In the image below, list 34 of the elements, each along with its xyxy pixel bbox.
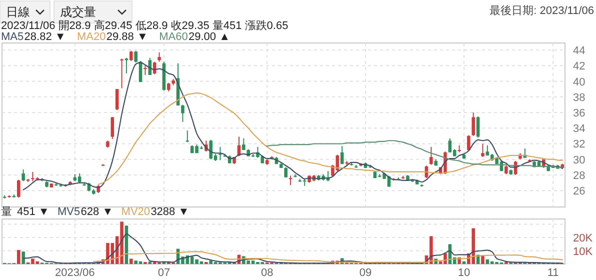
y-tick-label: 42 <box>573 60 586 73</box>
text: MA60 <box>159 31 188 43</box>
y-tick-label: 44 <box>573 45 586 58</box>
text: MV5 <box>58 206 80 218</box>
y-tick-label: 40 <box>573 76 586 88</box>
x-tick-label: 11 <box>547 267 559 279</box>
text: MA20 <box>77 31 106 43</box>
x-tick-label: 2023/06 <box>55 267 95 279</box>
text: 29.88 ▼ <box>106 31 148 43</box>
text: MA5 <box>1 31 24 43</box>
y-tick-label: 34 <box>573 123 586 136</box>
annotation: 3288 ▼ <box>150 206 190 218</box>
text: 日線 <box>6 5 30 19</box>
x-tick-label: 08 <box>260 267 274 279</box>
y-tick-label: 20K <box>573 232 594 245</box>
y-tick-label: 36 <box>573 108 586 120</box>
y-tick-label: 32 <box>573 138 586 151</box>
text: MV20 <box>121 206 150 218</box>
x-tick-label: 07 <box>158 267 170 279</box>
y-tick-label: 30 <box>573 154 586 166</box>
x-tick-label: 10 <box>458 267 470 279</box>
y-tick-label: 38 <box>573 92 586 104</box>
text: 最後日期: 2023/11/06 <box>490 5 594 17</box>
text: 量 <box>1 206 12 218</box>
y-tick-label: 28 <box>573 170 586 182</box>
text: 成交量 <box>60 5 96 19</box>
text: 2023/11/06 開28.9 高29.45 低28.9 收29.35 量451 漲跌0.65 <box>1 19 288 32</box>
annotation: 628 ▼ <box>80 206 114 218</box>
text: 29.00 ▲ <box>188 31 230 43</box>
y-tick-label: 10K <box>573 246 594 258</box>
annotation: 451 ▼ <box>17 206 50 218</box>
y-tick-label: 26 <box>573 186 586 198</box>
x-tick-label: 09 <box>359 267 372 279</box>
text: 28.82 ▼ <box>24 31 66 43</box>
